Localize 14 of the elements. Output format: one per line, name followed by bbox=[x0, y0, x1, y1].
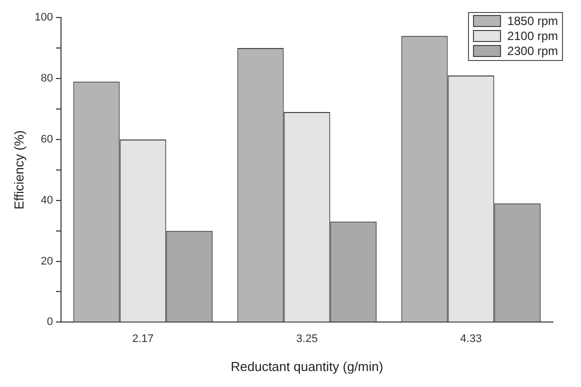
legend-label: 2300 rpm bbox=[507, 44, 558, 58]
y-tick-label: 80 bbox=[40, 72, 53, 85]
x-tick-label: 4.33 bbox=[460, 332, 482, 345]
y-tick-label: 20 bbox=[40, 255, 53, 268]
x-tick-label: 2.17 bbox=[132, 332, 154, 345]
y-tick-label: 0 bbox=[46, 316, 53, 328]
y-tick-label: 40 bbox=[40, 194, 53, 206]
y-axis-title: Efficiency (%) bbox=[11, 130, 26, 210]
legend-label: 2100 rpm bbox=[507, 29, 558, 44]
x-tick-label: 3.25 bbox=[296, 332, 318, 345]
y-tick-label: 60 bbox=[40, 133, 53, 146]
y-tick-label: 100 bbox=[34, 12, 53, 24]
x-axis-title: Reductant quantity (g/min) bbox=[230, 358, 384, 374]
legend-label: 1850 rpm bbox=[507, 14, 558, 28]
